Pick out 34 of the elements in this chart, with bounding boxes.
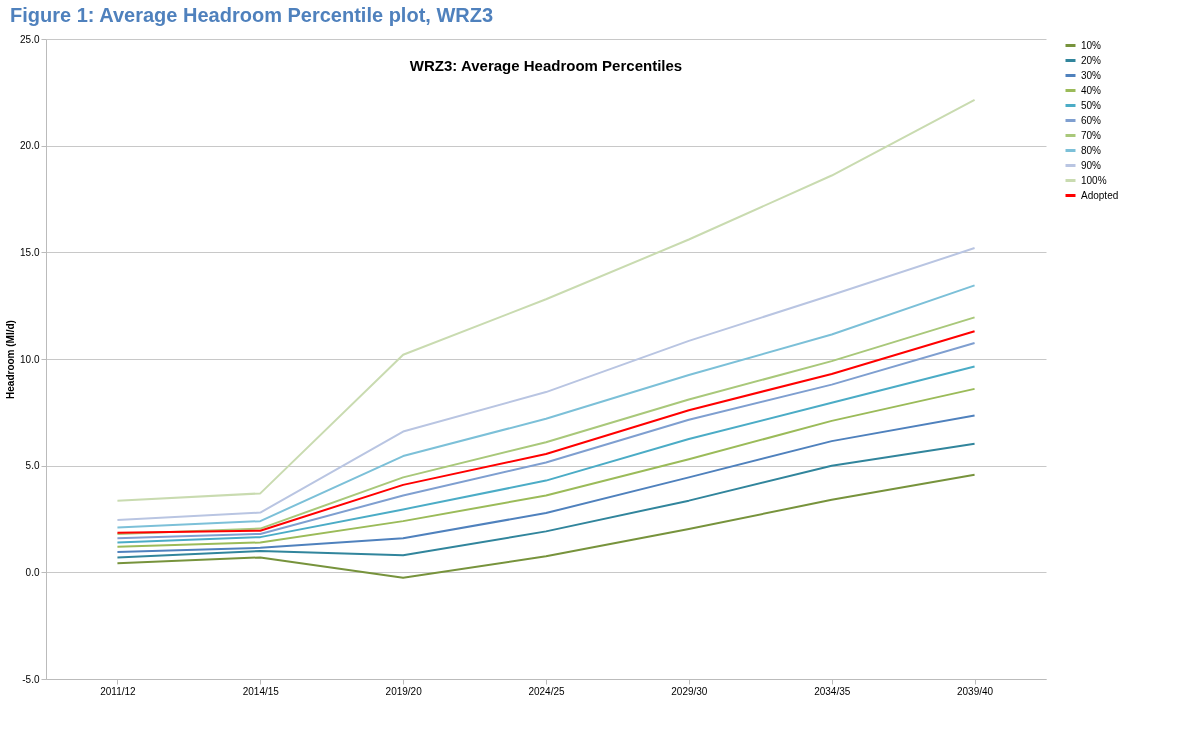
legend-label: 70% xyxy=(1081,129,1102,141)
legend-label: 20% xyxy=(1081,54,1102,66)
x-tick-label: 2024/25 xyxy=(528,685,566,697)
legend-label: 30% xyxy=(1081,69,1102,81)
line-series xyxy=(116,414,976,554)
x-tick-label: 2034/35 xyxy=(814,685,851,697)
legend-label: Adopted xyxy=(1081,189,1119,201)
y-tick-label: 15.0 xyxy=(20,246,40,258)
line-series xyxy=(116,284,976,529)
x-tick-label: 2011/12 xyxy=(100,685,137,697)
legend-label: 90% xyxy=(1081,159,1102,171)
x-tick-label: 2019/20 xyxy=(385,685,423,697)
y-tick-label: 5.0 xyxy=(25,460,40,472)
line-series xyxy=(116,247,976,522)
y-tick-label: 25.0 xyxy=(20,33,40,45)
line-series xyxy=(116,442,976,559)
legend-label: 50% xyxy=(1081,99,1102,111)
legend-label: 60% xyxy=(1081,114,1102,126)
legend-label: 10% xyxy=(1081,39,1102,51)
text: WRZ3: Average Headroom Percentiles xyxy=(409,57,683,74)
x-tick-label: 2029/30 xyxy=(671,685,708,697)
legend-label: 80% xyxy=(1081,144,1102,156)
x-tick-label: 2039/40 xyxy=(956,685,994,697)
y-tick-label: -5.0 xyxy=(22,673,40,685)
line-series xyxy=(116,98,976,502)
line-series xyxy=(116,473,976,579)
y-tick-label: 10.0 xyxy=(20,353,40,365)
caption: Figure 1: Average Headroom Percentile plot, WRZ3 xyxy=(9,3,495,28)
y-tick-label: 0.0 xyxy=(25,566,40,578)
y-axis-title: Headroom (Ml/d) xyxy=(5,320,17,399)
y-tick-label: 20.0 xyxy=(20,140,40,152)
x-tick-label: 2014/15 xyxy=(242,685,280,697)
legend-label: 100% xyxy=(1081,174,1107,186)
legend-label: 40% xyxy=(1081,84,1102,96)
